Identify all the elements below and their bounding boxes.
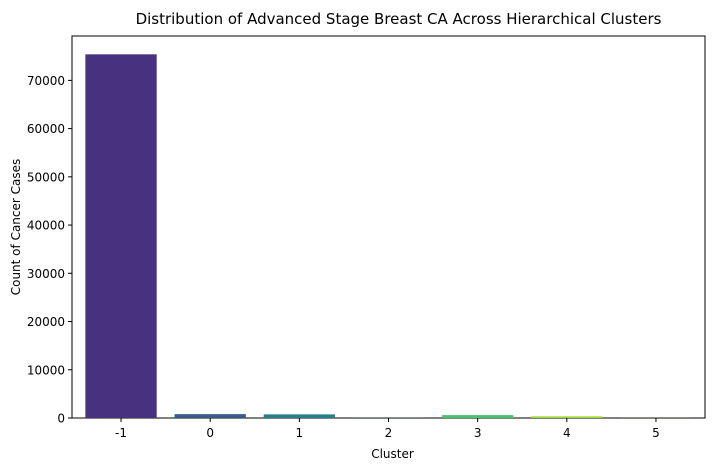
y-tick-label-70000: 70000 [27, 74, 65, 88]
x-tick-label-4: 4 [563, 426, 571, 440]
x-tick-label-3: 3 [474, 426, 482, 440]
x-tick-label-0: 0 [206, 426, 214, 440]
y-tick-label-0: 0 [57, 412, 65, 426]
y-tick-label-40000: 40000 [27, 219, 65, 233]
x-tick-label-1: 1 [296, 426, 304, 440]
bar-cluster--1 [85, 54, 156, 418]
x-axis: -1 0 1 2 3 4 5 [115, 418, 660, 440]
bar-cluster-3 [442, 415, 513, 418]
y-axis: 0 10000 20000 30000 40000 50000 60000 70000 [27, 74, 72, 426]
x-axis-label: Cluster [371, 447, 414, 461]
x-tick-label-2: 2 [385, 426, 393, 440]
y-axis-label: Count of Cancer Cases [9, 159, 23, 296]
y-tick-label-20000: 20000 [27, 315, 65, 329]
y-tick-label-60000: 60000 [27, 122, 65, 136]
x-tick-label--1: -1 [115, 426, 127, 440]
y-tick-label-30000: 30000 [27, 267, 65, 281]
plot-area [72, 36, 705, 418]
bar-cluster-1 [264, 414, 335, 418]
plot-frame [72, 36, 705, 418]
bar-cluster-0 [175, 414, 246, 418]
bar-cluster-4 [531, 416, 602, 418]
bars-layer [85, 54, 691, 418]
y-tick-label-50000: 50000 [27, 170, 65, 184]
chart-title: Distribution of Advanced Stage Breast CA… [136, 10, 662, 28]
y-tick-label-10000: 10000 [27, 363, 65, 377]
x-tick-label-5: 5 [652, 426, 660, 440]
